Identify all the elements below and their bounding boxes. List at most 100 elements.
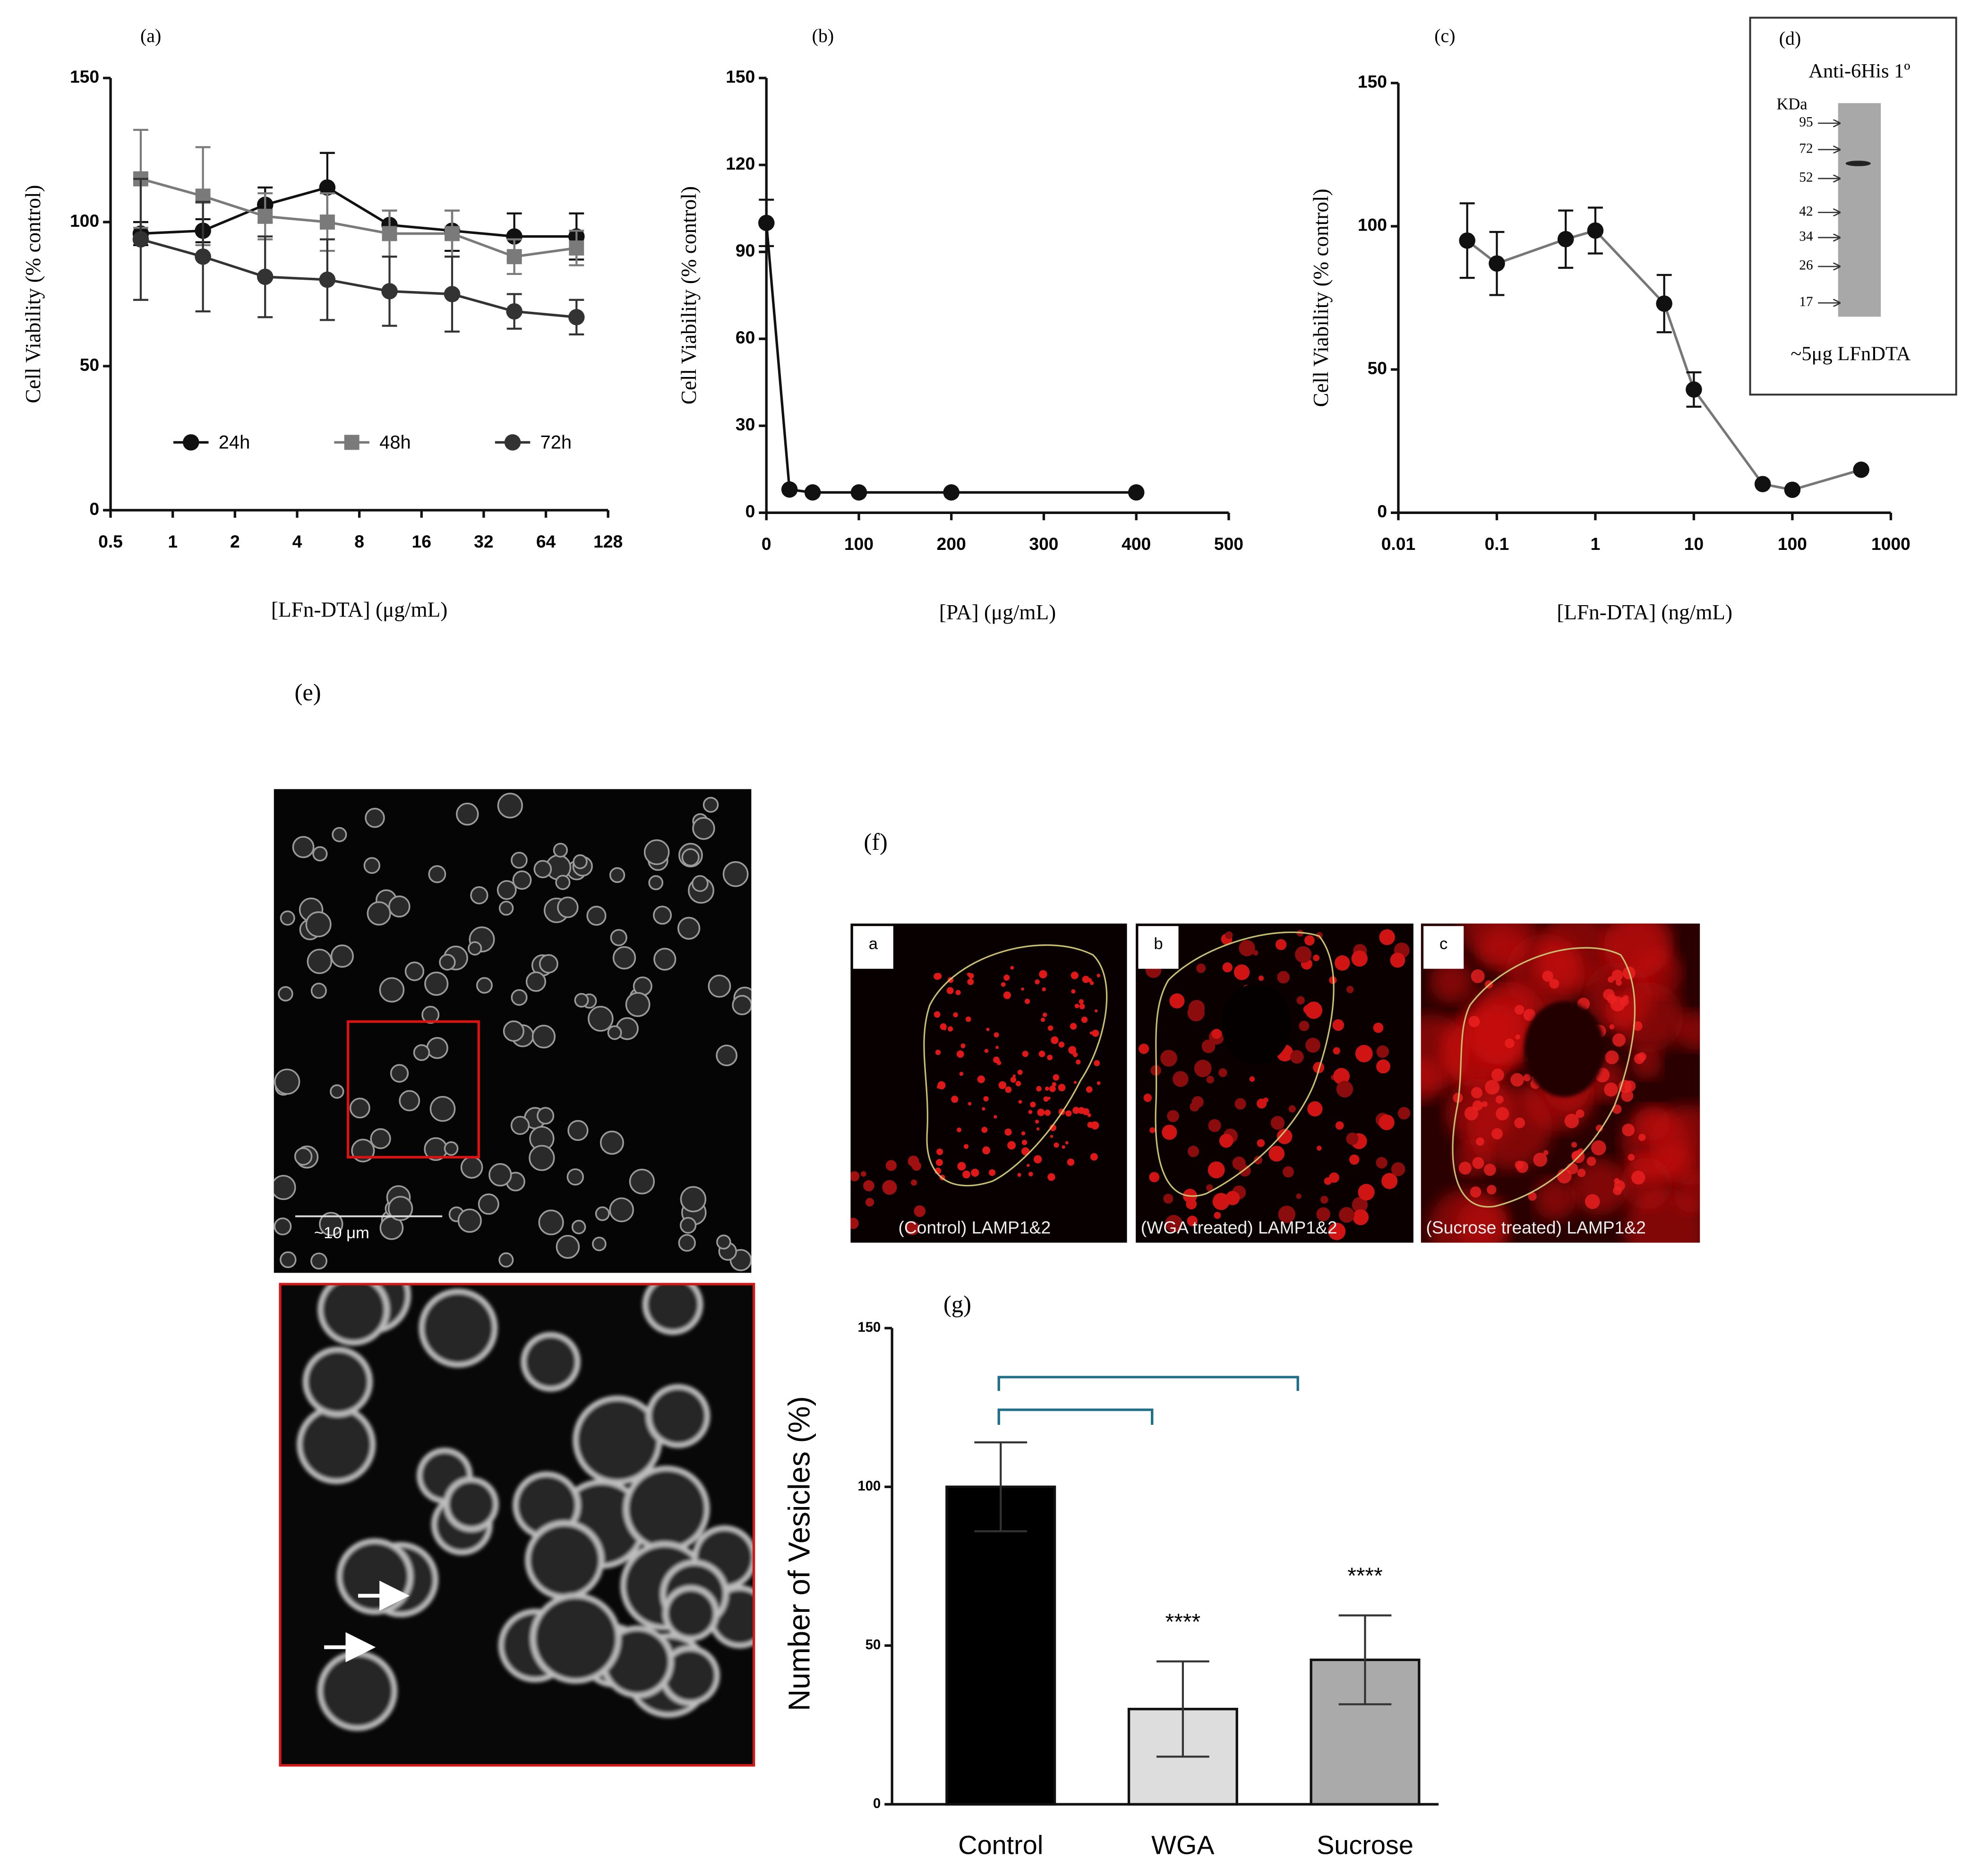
y-tick-label: 50 <box>80 355 99 375</box>
x-tick-label: 128 <box>593 531 623 551</box>
data-point <box>569 240 584 256</box>
vesicle <box>1276 1129 1293 1144</box>
data-point <box>382 226 397 241</box>
vesicle <box>1391 1162 1405 1176</box>
vesicle <box>951 1096 959 1103</box>
cell <box>677 917 701 940</box>
cell <box>488 1163 512 1187</box>
vesicle <box>1045 1086 1049 1091</box>
cell <box>370 1128 391 1149</box>
microscopy-panel: (e) ~10 μm <box>274 679 755 1767</box>
cell <box>503 1020 524 1042</box>
vesicle <box>967 978 974 985</box>
vesicle <box>1043 1096 1049 1102</box>
cell <box>390 1064 409 1083</box>
vesicle <box>1021 1139 1028 1145</box>
data-point <box>758 214 775 231</box>
x-axis-label: [LFn-DTA] (ng/mL) <box>1557 600 1732 624</box>
cell <box>399 1090 420 1112</box>
cell <box>310 983 327 999</box>
data-point <box>1853 462 1869 478</box>
vesicle <box>1253 950 1259 956</box>
cell <box>444 1477 499 1532</box>
vesicle <box>1044 1109 1051 1116</box>
y-tick-label: 150 <box>70 67 99 86</box>
vesicle <box>1051 1036 1059 1044</box>
haze <box>1620 1157 1672 1209</box>
cell <box>424 971 449 996</box>
y-tick-label: 90 <box>736 240 755 260</box>
cell <box>317 1284 390 1346</box>
vesicle <box>1616 979 1622 986</box>
vesicle <box>1024 998 1030 1004</box>
vesicle <box>1633 1021 1643 1031</box>
x-tick-label: 1000 <box>1871 534 1910 554</box>
vesicle <box>1165 1215 1182 1233</box>
vesicle <box>1379 929 1395 945</box>
image-caption: (Sucrose treated) LAMP1&2 <box>1426 1217 1645 1237</box>
vesicle <box>1591 1140 1606 1156</box>
vesicle <box>1003 974 1010 981</box>
vesicle <box>1483 1164 1496 1176</box>
vesicle <box>1634 1053 1645 1064</box>
vesicle <box>1296 996 1305 1005</box>
data-point <box>506 249 522 265</box>
vesicle <box>1328 1222 1346 1241</box>
vesicle <box>1187 1146 1199 1157</box>
vesicle <box>1249 1076 1255 1082</box>
vesicle <box>977 1075 985 1083</box>
vesicle <box>1065 1141 1069 1145</box>
data-point <box>781 481 798 498</box>
cell <box>429 1096 456 1122</box>
vesicle <box>1471 1087 1483 1099</box>
zoom-box <box>347 1020 480 1159</box>
vesicle <box>1049 1085 1056 1092</box>
x-tick-label: 4 <box>292 531 302 551</box>
cell <box>716 1234 731 1250</box>
vesicle <box>1058 1084 1066 1092</box>
cell <box>312 846 328 862</box>
vesicle <box>1577 1168 1586 1177</box>
vesicle <box>940 1023 947 1030</box>
vesicle <box>1047 1025 1054 1031</box>
vesicle <box>1320 1196 1328 1204</box>
vesicle <box>1258 975 1264 981</box>
vesicle <box>1333 1047 1340 1055</box>
cell <box>692 817 715 840</box>
cell <box>681 848 700 866</box>
vesicle <box>1316 1146 1322 1151</box>
vesicle <box>983 1096 989 1102</box>
vesicle <box>1471 969 1485 983</box>
vesicle <box>1004 1128 1012 1136</box>
vesicle <box>885 1160 897 1171</box>
blot-marker-label: 42 <box>1799 204 1813 219</box>
vesicle <box>968 1102 972 1106</box>
y-axis-label: Cell Viability (% control) <box>677 186 701 404</box>
cell <box>332 827 347 842</box>
vesicle <box>1149 1127 1156 1133</box>
vesicle <box>1608 976 1614 983</box>
vesicle <box>1638 1133 1646 1141</box>
vesicle <box>1376 1059 1390 1074</box>
vesicle <box>1379 1114 1395 1131</box>
image-caption: (Control) LAMP1&2 <box>898 1217 1051 1237</box>
cell <box>679 1216 697 1234</box>
vesicle <box>1622 1123 1635 1137</box>
vesicle <box>1627 1154 1635 1161</box>
vesicle <box>1196 963 1206 973</box>
vesicle <box>1516 1161 1529 1173</box>
nucleus <box>1524 1001 1605 1097</box>
blot-marker-label: 95 <box>1799 115 1813 130</box>
cell-outline <box>1452 947 1636 1208</box>
vesicle <box>1253 1156 1263 1165</box>
vesicle <box>1352 1197 1368 1213</box>
vesicle <box>1030 1101 1036 1108</box>
vesicle <box>1609 1024 1615 1029</box>
cell <box>609 867 625 883</box>
vesicle <box>1222 962 1233 973</box>
vesicle <box>936 1148 943 1156</box>
cell <box>319 1212 343 1236</box>
x-tick-label: 0.01 <box>1381 534 1415 554</box>
blot-marker-label: 17 <box>1799 294 1813 309</box>
cell <box>525 1520 604 1600</box>
